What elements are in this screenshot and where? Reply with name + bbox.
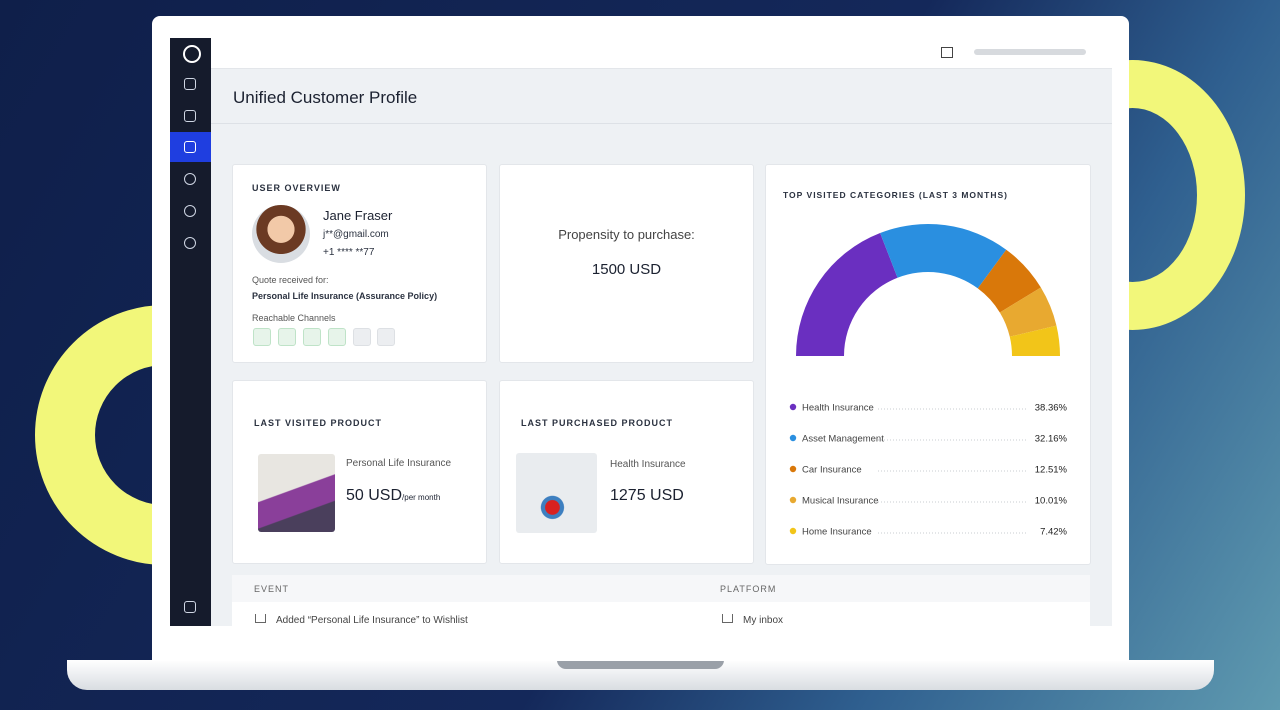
legend-value: 7.42%: [1040, 527, 1067, 538]
card-heading: LAST VISITED PRODUCT: [254, 418, 383, 428]
events-table: EVENT PLATFORM Added “Personal Life Insu…: [232, 575, 1090, 626]
donut-segment: [796, 232, 898, 356]
legend-label: Asset Management: [802, 434, 884, 445]
logo: [183, 45, 201, 63]
last-visited-card: LAST VISITED PRODUCT Personal Life Insur…: [232, 380, 487, 564]
active-item: [170, 132, 211, 162]
quote-product: Personal Life Insurance (Assurance Polic…: [252, 291, 438, 301]
product-image: [258, 454, 335, 532]
user-name: Jane Fraser: [323, 208, 393, 223]
channels-label: Reachable Channels: [252, 313, 336, 323]
legend-label: Musical Insurance: [802, 496, 879, 507]
product-image: [516, 453, 597, 533]
account-menu[interactable]: [974, 49, 1086, 55]
nav-icon[interactable]: [184, 141, 196, 153]
legend-dot: [789, 434, 797, 442]
last-purchased-card: LAST PURCHASED PRODUCT Health Insurance …: [499, 380, 754, 564]
legend-label: Car Insurance: [802, 465, 862, 476]
panel-icon[interactable]: [941, 47, 953, 58]
laptop-notch: [557, 660, 724, 669]
legend-value: 10.01%: [1035, 496, 1068, 507]
legend-label: Home Insurance: [802, 527, 872, 538]
legend-dot: [789, 403, 797, 411]
channel-icon[interactable]: [303, 328, 321, 346]
legend-value: 12.51%: [1035, 465, 1068, 476]
donut-segment: [880, 224, 1007, 289]
legend-dot: [789, 465, 797, 473]
table-header: [232, 575, 1090, 602]
user-phone: +1 **** **77: [323, 247, 375, 258]
legend-dot: [789, 496, 797, 504]
column-header: EVENT: [254, 584, 290, 594]
card-heading: LAST PURCHASED PRODUCT: [521, 418, 674, 428]
price: 50 USD: [346, 487, 403, 504]
donut-segment: [977, 249, 1041, 313]
product-price: 50 USD/per month: [346, 487, 440, 505]
price-unit: /per month: [402, 493, 441, 502]
propensity-card: Propensity to purchase: 1500 USD: [499, 164, 754, 363]
donut-segment: [1009, 325, 1060, 356]
channel-icon[interactable]: [328, 328, 346, 346]
user-email: j**@gmail.com: [323, 229, 389, 240]
channel-icon[interactable]: [278, 328, 296, 346]
channel-icon[interactable]: [377, 328, 395, 346]
product-name: Health Insurance: [610, 459, 686, 470]
legend-label: Health Insurance: [802, 403, 874, 414]
nav-icon[interactable]: [184, 173, 196, 185]
propensity-value: 1500 USD: [591, 261, 662, 278]
cart-icon: [255, 614, 266, 623]
legend-value: 38.36%: [1035, 403, 1068, 414]
donut-segment: [999, 287, 1057, 337]
topbar: [211, 38, 1112, 69]
product-price: 1275 USD: [610, 487, 684, 504]
quote-label: Quote received for:: [252, 275, 329, 285]
product-name: Personal Life Insurance: [346, 458, 452, 469]
legend-value: 32.16%: [1035, 434, 1068, 445]
page-title: Unified Customer Profile: [233, 88, 418, 107]
header-line: [211, 123, 1112, 124]
platform-cell: My inbox: [743, 615, 784, 626]
channel-icon[interactable]: [253, 328, 271, 346]
avatar: [252, 205, 310, 263]
nav-icon[interactable]: [184, 601, 196, 613]
sidebar: [170, 38, 211, 626]
channel-icon[interactable]: [353, 328, 371, 346]
nav-icon[interactable]: [184, 78, 196, 90]
column-header: PLATFORM: [720, 584, 777, 594]
card-heading: TOP VISITED CATEGORIES (LAST 3 MONTHS): [783, 190, 1009, 200]
card-heading: USER OVERVIEW: [252, 183, 341, 193]
top-categories-card: TOP VISITED CATEGORIES (LAST 3 MONTHS) H…: [765, 164, 1091, 565]
donut-chart: Health Insurance 38.36% Asset Management 32…: [789, 224, 1068, 538]
nav-icon[interactable]: [184, 110, 196, 122]
nav-icon[interactable]: [184, 237, 196, 249]
user-overview-card: USER OVERVIEW Jane Fraser j**@gmail.com …: [232, 164, 487, 363]
event-cell: Added “Personal Life Insurance” to Wishl…: [276, 615, 468, 626]
nav-icon[interactable]: [184, 205, 196, 217]
propensity-label: Propensity to purchase:: [558, 227, 695, 242]
legend-dot: [789, 527, 797, 535]
cart-icon: [722, 614, 733, 623]
